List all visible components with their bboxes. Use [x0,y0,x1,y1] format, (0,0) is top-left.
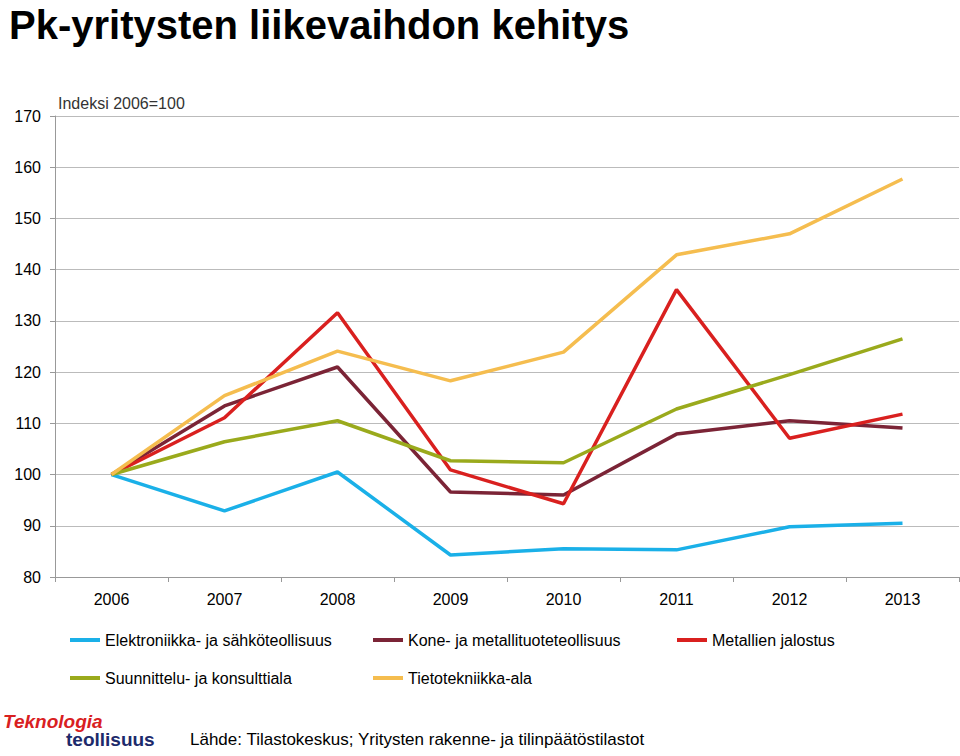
svg-text:160: 160 [14,159,41,176]
svg-text:110: 110 [15,415,41,432]
svg-text:150: 150 [14,210,41,227]
svg-text:teollisuus: teollisuus [66,729,155,750]
svg-text:Elektroniikka- ja sähköteollis: Elektroniikka- ja sähköteollisuus [105,632,332,649]
svg-text:Tietotekniikka-ala: Tietotekniikka-ala [408,670,532,687]
svg-text:2009: 2009 [433,591,469,608]
svg-text:2010: 2010 [546,591,582,608]
svg-text:2013: 2013 [885,591,921,608]
svg-text:90: 90 [23,517,41,534]
svg-text:2012: 2012 [772,591,808,608]
svg-text:100: 100 [14,466,41,483]
svg-text:130: 130 [14,312,41,329]
svg-text:Indeksi 2006=100: Indeksi 2006=100 [58,95,185,112]
svg-text:140: 140 [14,261,41,278]
svg-text:2006: 2006 [94,591,130,608]
svg-text:Teknologia: Teknologia [3,711,103,732]
svg-text:Pk-yritysten liikevaihdon kehi: Pk-yritysten liikevaihdon kehitys [9,3,629,47]
svg-text:Kone- ja metallituoteteollisuu: Kone- ja metallituoteteollisuus [408,632,621,649]
svg-text:2008: 2008 [320,591,356,608]
svg-text:Suunnittelu- ja konsulttiala: Suunnittelu- ja konsulttiala [105,670,292,687]
svg-text:2007: 2007 [207,591,243,608]
svg-text:80: 80 [23,569,41,586]
svg-text:120: 120 [14,364,41,381]
svg-text:170: 170 [14,108,41,125]
svg-text:Lähde: Tilastokeskus; Yrityste: Lähde: Tilastokeskus; Yritysten rakenne-… [190,730,644,749]
svg-text:2011: 2011 [659,591,694,608]
svg-text:Metallien jalostus: Metallien jalostus [712,632,835,649]
